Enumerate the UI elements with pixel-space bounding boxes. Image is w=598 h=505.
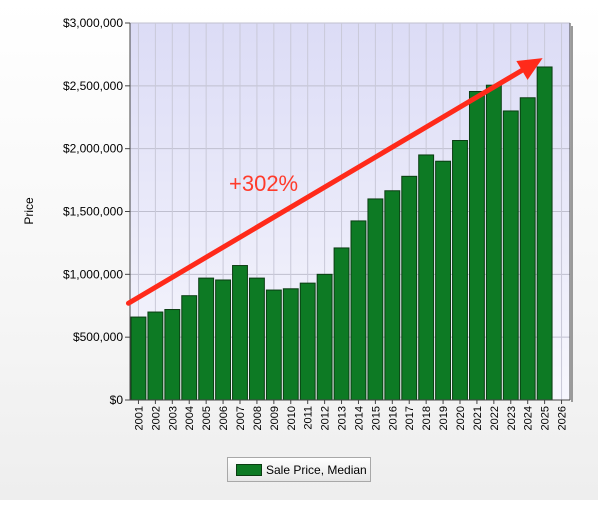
x-tick-label: 2012 [320, 406, 332, 430]
x-tick-label: 2014 [353, 406, 365, 430]
bar [130, 316, 147, 401]
y-tick-label: $500,000 [73, 330, 123, 344]
bar [299, 282, 316, 401]
y-tick-label: $2,000,000 [63, 142, 123, 156]
x-tick-label: 2006 [218, 406, 230, 430]
x-tick-label: 2026 [557, 406, 569, 430]
x-tick-label: 2022 [489, 406, 501, 430]
x-tick-label: 2013 [337, 406, 349, 430]
bar [468, 90, 485, 401]
y-tick-label: $2,500,000 [63, 79, 123, 93]
x-tick-label: 2016 [387, 406, 399, 430]
bars [130, 66, 553, 401]
legend-swatch [236, 463, 262, 476]
x-tick-label: 2005 [201, 406, 213, 430]
bar [282, 288, 299, 401]
bar [316, 273, 333, 401]
y-axis-label: Price [22, 197, 36, 225]
x-tick-label: 2017 [404, 406, 416, 430]
x-tick-label: 2025 [540, 406, 552, 430]
bar [265, 289, 282, 401]
trend-arrowhead [516, 58, 543, 80]
y-tick-label: $3,000,000 [63, 16, 123, 30]
bar [536, 66, 553, 401]
bar [485, 84, 502, 401]
x-tick-label: 2004 [184, 406, 196, 430]
bar [215, 279, 232, 401]
bar [502, 110, 519, 401]
bar [384, 190, 401, 401]
x-tick-label: 2011 [303, 406, 315, 430]
x-tick-label: 2002 [150, 406, 162, 430]
x-tick-label: 2019 [438, 406, 450, 430]
x-tick-label: 2008 [252, 406, 264, 430]
trend-arrow [125, 67, 525, 306]
y-tick-label: $1,000,000 [63, 267, 123, 281]
y-tick-label: $1,500,000 [63, 205, 123, 219]
x-tick-label: 2007 [235, 406, 247, 430]
x-tick-label: 2001 [133, 406, 145, 430]
x-tick-label: 2003 [167, 406, 179, 430]
bar [519, 97, 536, 401]
x-tick-label: 2018 [421, 406, 433, 430]
axes: $0 $500,000 $1,000,000 $1,500,000 $2,000,000… [63, 16, 573, 430]
legend-label: Sale Price, Median [266, 462, 367, 477]
x-tick-label: 2023 [506, 406, 518, 430]
annotation: +302% [125, 58, 543, 306]
annotation-label: +302% [229, 171, 298, 196]
bar [350, 220, 367, 401]
bar [333, 247, 350, 401]
bar [452, 139, 468, 401]
bar [147, 311, 164, 401]
bar [164, 309, 181, 401]
x-tick-label: 2010 [286, 406, 298, 430]
legend: Sale Price, Median [227, 457, 371, 482]
bar [401, 175, 418, 401]
bar [367, 198, 384, 401]
bar [418, 154, 435, 401]
y-tick-label: $0 [110, 393, 124, 407]
x-tick-label: 2024 [523, 406, 535, 430]
x-tick-label: 2015 [370, 406, 382, 430]
bar [232, 265, 248, 401]
bar [248, 277, 265, 401]
x-tick-label: 2020 [455, 406, 467, 430]
bar [435, 160, 452, 401]
bar [181, 295, 198, 401]
x-tick-label: 2009 [269, 406, 281, 430]
bar [198, 277, 215, 401]
x-tick-label: 2021 [472, 406, 484, 430]
